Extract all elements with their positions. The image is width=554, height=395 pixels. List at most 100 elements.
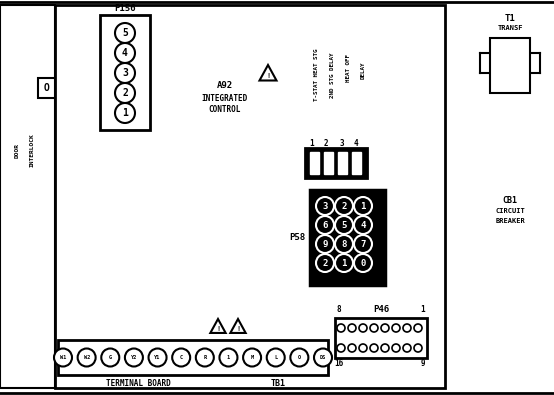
- Text: A92: A92: [217, 81, 233, 90]
- Text: W1: W1: [60, 355, 66, 360]
- Bar: [100, 15, 150, 130]
- Circle shape: [359, 344, 367, 352]
- Circle shape: [316, 235, 334, 253]
- Text: 2: 2: [122, 88, 128, 98]
- Text: 2ND STG DELAY: 2ND STG DELAY: [330, 52, 335, 98]
- Circle shape: [381, 344, 389, 352]
- Circle shape: [54, 348, 72, 367]
- Text: W2: W2: [84, 355, 90, 360]
- Text: 1: 1: [227, 355, 230, 360]
- Text: CONTROL: CONTROL: [209, 105, 241, 113]
- Text: P58: P58: [289, 233, 305, 241]
- Text: O: O: [44, 83, 49, 93]
- Text: DELAY: DELAY: [361, 61, 366, 79]
- Bar: [38, 78, 55, 98]
- Circle shape: [348, 324, 356, 332]
- Text: 2: 2: [341, 201, 347, 211]
- Text: 5: 5: [341, 220, 347, 229]
- Circle shape: [354, 254, 372, 272]
- Circle shape: [316, 216, 334, 234]
- Circle shape: [115, 103, 135, 123]
- Circle shape: [403, 344, 411, 352]
- Text: BREAKER: BREAKER: [495, 218, 525, 224]
- Circle shape: [335, 254, 353, 272]
- Text: 5: 5: [122, 28, 128, 38]
- Circle shape: [148, 348, 167, 367]
- Circle shape: [101, 348, 119, 367]
- Text: 16: 16: [335, 359, 343, 369]
- Circle shape: [337, 344, 345, 352]
- Text: 6: 6: [322, 220, 327, 229]
- Circle shape: [335, 197, 353, 215]
- Text: 9: 9: [420, 359, 425, 369]
- Text: 2: 2: [324, 139, 329, 147]
- Circle shape: [337, 324, 345, 332]
- Text: O: O: [298, 355, 301, 360]
- Bar: [338, 152, 347, 174]
- Bar: [305, 148, 367, 178]
- Circle shape: [316, 197, 334, 215]
- Bar: [324, 152, 333, 174]
- Text: CB1: CB1: [502, 196, 517, 205]
- Text: 1: 1: [310, 139, 314, 147]
- Text: C: C: [179, 355, 183, 360]
- Circle shape: [266, 348, 285, 367]
- Text: !: !: [216, 326, 220, 332]
- Circle shape: [115, 63, 135, 83]
- Circle shape: [414, 344, 422, 352]
- Text: P46: P46: [373, 305, 389, 314]
- Text: 4: 4: [360, 220, 366, 229]
- Text: INTEGRATED: INTEGRATED: [202, 94, 248, 102]
- Text: TERMINAL BOARD: TERMINAL BOARD: [106, 378, 171, 387]
- Bar: [58, 340, 328, 375]
- Circle shape: [78, 348, 96, 367]
- Text: 3: 3: [122, 68, 128, 78]
- Circle shape: [348, 344, 356, 352]
- Text: 7: 7: [360, 239, 366, 248]
- Bar: [335, 318, 427, 358]
- Text: 1: 1: [341, 258, 347, 267]
- Text: 1: 1: [122, 108, 128, 118]
- Text: L: L: [274, 355, 278, 360]
- Circle shape: [290, 348, 309, 367]
- Text: 4: 4: [122, 48, 128, 58]
- Text: 9: 9: [322, 239, 327, 248]
- Text: CIRCUIT: CIRCUIT: [495, 208, 525, 214]
- Text: R: R: [203, 355, 207, 360]
- Circle shape: [115, 43, 135, 63]
- Circle shape: [115, 23, 135, 43]
- Circle shape: [403, 324, 411, 332]
- Circle shape: [316, 254, 334, 272]
- Text: TRANSF: TRANSF: [497, 25, 523, 31]
- Text: DOOR: DOOR: [14, 143, 19, 158]
- Circle shape: [392, 324, 400, 332]
- Circle shape: [392, 344, 400, 352]
- Circle shape: [354, 197, 372, 215]
- Text: 2: 2: [322, 258, 327, 267]
- Text: G: G: [109, 355, 112, 360]
- Text: 1: 1: [360, 201, 366, 211]
- Text: Y2: Y2: [131, 355, 137, 360]
- Circle shape: [335, 216, 353, 234]
- Text: 1: 1: [420, 305, 425, 314]
- Circle shape: [115, 83, 135, 103]
- Circle shape: [314, 348, 332, 367]
- Bar: [352, 152, 361, 174]
- Text: 3: 3: [340, 139, 345, 147]
- Circle shape: [414, 324, 422, 332]
- Circle shape: [335, 235, 353, 253]
- Circle shape: [370, 324, 378, 332]
- Circle shape: [172, 348, 190, 367]
- Text: 8: 8: [341, 239, 347, 248]
- Text: HEAT OFF: HEAT OFF: [346, 54, 351, 82]
- Text: 4: 4: [353, 139, 358, 147]
- Text: DS: DS: [320, 355, 326, 360]
- Circle shape: [196, 348, 214, 367]
- Text: 0: 0: [360, 258, 366, 267]
- Text: M: M: [250, 355, 254, 360]
- Bar: [0, 5, 55, 388]
- Text: P156: P156: [114, 4, 136, 13]
- Text: T1: T1: [505, 13, 515, 23]
- Circle shape: [219, 348, 238, 367]
- Text: !: !: [236, 326, 240, 332]
